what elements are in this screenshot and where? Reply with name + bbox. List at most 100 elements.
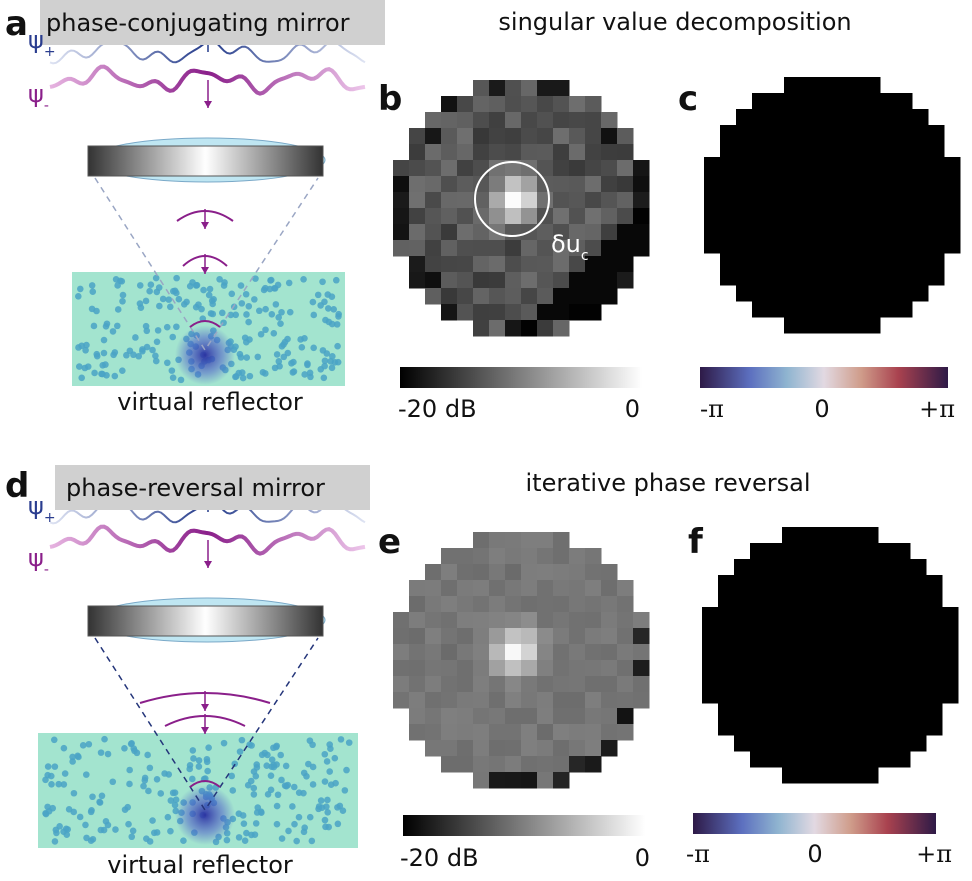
pixel	[585, 160, 602, 177]
pixel	[798, 639, 815, 656]
pixel	[752, 189, 769, 206]
pixel	[473, 660, 490, 677]
pixel	[569, 692, 586, 709]
pixel	[848, 221, 865, 238]
pixel	[601, 596, 618, 613]
pixel	[752, 141, 769, 158]
pixel	[750, 671, 767, 688]
scatterer	[237, 354, 245, 361]
panel-letter: c	[678, 79, 698, 119]
pixel	[457, 272, 474, 289]
pixel	[457, 288, 474, 305]
pixel	[537, 724, 554, 741]
pixel	[617, 692, 634, 709]
pixel	[750, 687, 767, 704]
pixel	[862, 623, 879, 640]
pixel	[830, 591, 847, 608]
pixel	[601, 240, 618, 257]
scatterer	[232, 311, 240, 319]
pixel	[569, 272, 586, 289]
pixel	[553, 564, 570, 581]
pixel	[896, 237, 913, 254]
scatterer	[252, 275, 259, 282]
pixel	[553, 724, 570, 741]
pixel	[537, 128, 554, 145]
pixel	[473, 144, 490, 161]
pixel	[425, 676, 442, 693]
pixel	[768, 253, 785, 270]
pixel	[553, 96, 570, 113]
scatterer	[98, 792, 106, 800]
pixel	[878, 719, 895, 736]
scatterer	[328, 364, 336, 372]
pixel	[393, 612, 410, 629]
pixel	[537, 580, 554, 597]
pixel	[489, 176, 506, 193]
pixel	[894, 639, 911, 656]
colorbar-label: -π	[700, 395, 724, 423]
pixel	[569, 724, 586, 741]
pixel	[832, 253, 849, 270]
pixel	[750, 735, 767, 752]
pixel	[409, 144, 426, 161]
colorbar-label: +π	[916, 840, 952, 868]
scatterer	[172, 796, 180, 803]
pixel	[832, 317, 849, 334]
pixel	[896, 301, 913, 318]
pixel	[489, 580, 506, 597]
scatterer	[167, 797, 175, 804]
pixel	[473, 96, 490, 113]
pixel	[457, 692, 474, 709]
pixel	[718, 623, 735, 640]
pixel	[878, 735, 895, 752]
scatterer	[82, 346, 89, 354]
pixel	[926, 575, 943, 592]
pixel	[752, 237, 769, 254]
pixel	[814, 543, 831, 560]
pixel	[896, 205, 913, 222]
pixel	[910, 623, 927, 640]
pixel	[912, 173, 929, 190]
pixel	[409, 272, 426, 289]
pixel	[553, 740, 570, 757]
scatterer	[102, 361, 109, 368]
pixel	[766, 719, 783, 736]
pixel	[425, 660, 442, 677]
scatterer	[186, 765, 193, 773]
scatterer	[126, 780, 133, 788]
pixel	[585, 192, 602, 209]
scatterer	[321, 750, 329, 758]
pixel	[441, 676, 458, 693]
pixel	[553, 208, 570, 225]
pixel	[617, 144, 634, 161]
pixel	[473, 740, 490, 757]
scatterer	[200, 286, 207, 294]
pixel	[830, 735, 847, 752]
pixel	[846, 591, 863, 608]
pixel	[441, 304, 458, 321]
pixel	[782, 671, 799, 688]
pixel	[832, 237, 849, 254]
pixel	[734, 607, 751, 624]
pixel	[425, 128, 442, 145]
scatterer	[289, 803, 296, 810]
pixel	[505, 724, 522, 741]
pixel	[832, 125, 849, 142]
scatterer	[175, 295, 183, 303]
pixel	[864, 77, 881, 94]
scatterer	[75, 363, 83, 370]
pixel	[814, 559, 831, 576]
scatterer	[322, 823, 329, 831]
pixel	[816, 109, 833, 126]
pixel	[880, 285, 897, 302]
pixel	[569, 304, 586, 321]
scatterer	[135, 352, 143, 360]
scatterer	[301, 371, 308, 378]
psi: ψ+	[28, 26, 56, 60]
scatterer	[240, 820, 248, 827]
pixel	[816, 205, 833, 222]
scatterer	[242, 290, 250, 298]
pixel	[585, 740, 602, 757]
pixel	[862, 735, 879, 752]
pixel	[862, 639, 879, 656]
